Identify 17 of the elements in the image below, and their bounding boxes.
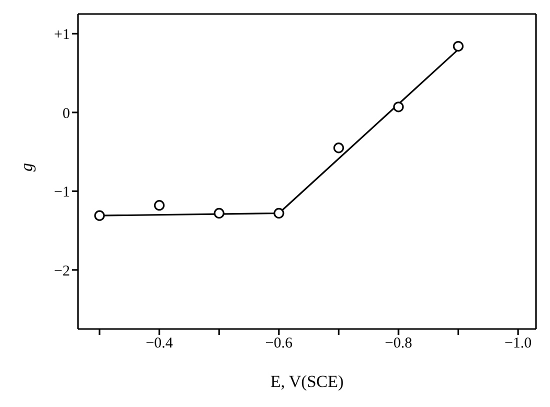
point	[393, 102, 404, 112]
point	[452, 40, 464, 52]
y-tick-label: −1	[54, 184, 70, 201]
point	[333, 142, 344, 154]
y-tick-label: +1	[54, 27, 70, 44]
x-tick-label: −0.8	[384, 336, 412, 352]
x-tick-label: −0.6	[265, 336, 293, 352]
point	[214, 208, 224, 219]
y-axis-title: g	[17, 163, 36, 172]
x-tick-label: −0.4	[146, 336, 174, 352]
point	[154, 200, 165, 211]
x-axis-title: E, V(SCE)	[270, 372, 344, 391]
point	[94, 210, 105, 221]
y-tick-label: −2	[54, 263, 70, 280]
point	[274, 208, 284, 219]
x-tick-label: −1.0	[504, 336, 532, 352]
y-tick-label: 0	[62, 106, 70, 122]
